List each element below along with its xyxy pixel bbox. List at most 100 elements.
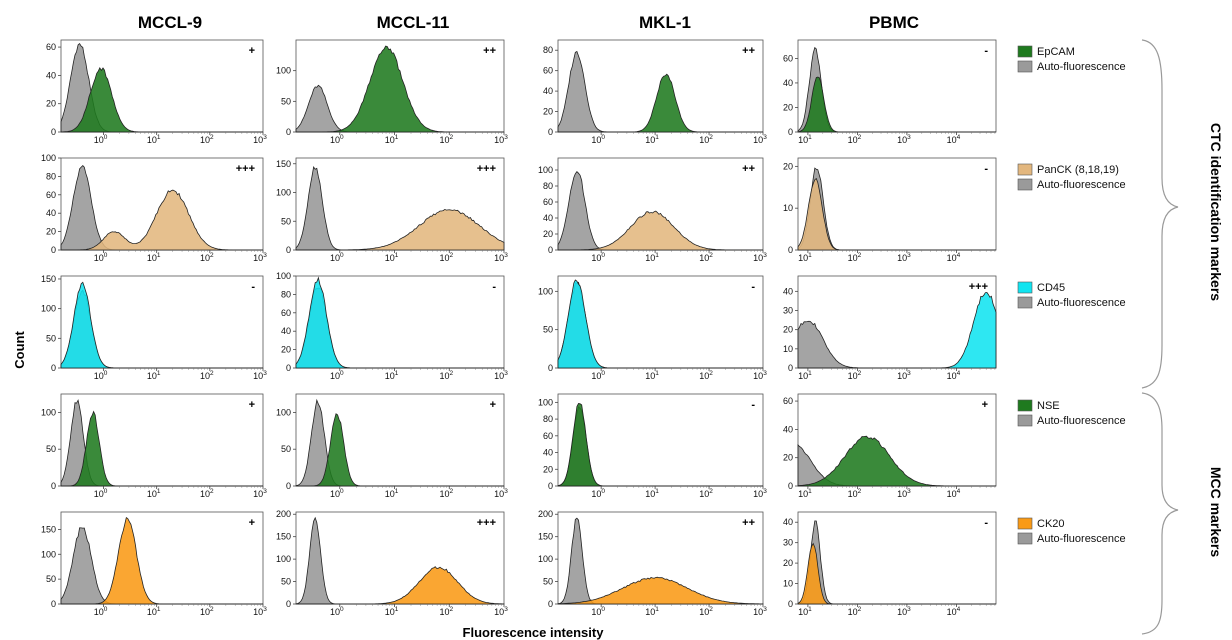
histogram-nse bbox=[797, 435, 996, 487]
histogram-epcam bbox=[60, 66, 263, 133]
histogram-panel-r2-c1: 0 20 40 60 80 100 100 101 102 103 - bbox=[276, 271, 508, 381]
histogram-panel-r4-c3: 0 10 20 30 40 101 102 103 104 - bbox=[783, 511, 997, 617]
intensity-score: - bbox=[984, 45, 988, 57]
legend-swatch-marker bbox=[1017, 163, 1033, 176]
x-tick-label: 101 bbox=[798, 488, 812, 499]
y-tick-label: 0 bbox=[548, 481, 553, 491]
histogram-ck20 bbox=[61, 516, 263, 605]
x-tick-label: 103 bbox=[494, 488, 508, 499]
x-tick-label: 101 bbox=[147, 606, 161, 617]
x-tick-label: 101 bbox=[385, 488, 399, 499]
histogram-epcam bbox=[558, 73, 763, 133]
legend-label-autofluorescence: Auto-fluorescence bbox=[1037, 533, 1126, 545]
legend-swatch-autofluorescence bbox=[1017, 414, 1033, 427]
x-tick-label: 101 bbox=[645, 134, 659, 145]
x-tick-label: 103 bbox=[494, 606, 508, 617]
x-tick-label: 102 bbox=[848, 252, 862, 263]
legend-swatch-marker bbox=[1017, 517, 1033, 530]
intensity-score: - bbox=[492, 281, 496, 293]
y-tick-label: 150 bbox=[276, 159, 291, 169]
y-tick-label: 50 bbox=[281, 216, 291, 226]
legend-label-marker: CD45 bbox=[1037, 282, 1065, 294]
x-tick-label: 100 bbox=[591, 134, 605, 145]
intensity-score: - bbox=[751, 281, 755, 293]
y-tick-label: 60 bbox=[543, 66, 553, 76]
histogram-panel-r2-c2: 0 50 100 100 101 102 103 - bbox=[538, 275, 767, 381]
x-tick-label: 102 bbox=[699, 252, 713, 263]
column-title-mkl-1: MKL-1 bbox=[639, 13, 691, 32]
intensity-score: + bbox=[249, 399, 255, 411]
histogram-panel-r3-c2: 0 20 40 60 80 100 100 101 102 103 - bbox=[538, 393, 767, 499]
y-tick-label: 100 bbox=[276, 554, 291, 564]
y-tick-label: 40 bbox=[783, 424, 793, 434]
y-tick-label: 20 bbox=[783, 325, 793, 335]
y-tick-label: 10 bbox=[783, 579, 793, 589]
x-tick-label: 102 bbox=[848, 370, 862, 381]
y-tick-label: 100 bbox=[276, 66, 291, 76]
x-tick-label: 102 bbox=[848, 488, 862, 499]
x-tick-label: 101 bbox=[147, 134, 161, 145]
intensity-score: +++ bbox=[477, 163, 496, 175]
intensity-score: +++ bbox=[969, 281, 988, 293]
histogram-cd45 bbox=[295, 276, 504, 369]
group-label-mcc-markers: MCC markers bbox=[1208, 467, 1224, 557]
x-tick-label: 101 bbox=[147, 252, 161, 263]
x-tick-label: 101 bbox=[645, 488, 659, 499]
x-tick-label: 103 bbox=[253, 252, 267, 263]
x-tick-label: 101 bbox=[798, 134, 812, 145]
x-tick-label: 102 bbox=[439, 488, 453, 499]
intensity-score: + bbox=[249, 517, 255, 529]
y-tick-label: 80 bbox=[543, 45, 553, 55]
y-tick-label: 50 bbox=[281, 577, 291, 587]
histogram-nse bbox=[557, 403, 763, 487]
x-tick-label: 103 bbox=[253, 134, 267, 145]
brace-mcc-markers bbox=[1141, 392, 1179, 635]
y-tick-label: 50 bbox=[281, 96, 291, 106]
histogram-panck bbox=[558, 210, 763, 251]
x-tick-label: 103 bbox=[494, 134, 508, 145]
histogram-epcam bbox=[296, 45, 504, 133]
histogram-panel-r4-c1: 0 50 100 150 200 100 101 102 103 +++ bbox=[276, 509, 508, 617]
x-tick-label: 101 bbox=[798, 370, 812, 381]
histogram-panel-r3-c0: 0 50 100 100 101 102 103 + bbox=[41, 393, 267, 499]
intensity-score: ++ bbox=[742, 517, 755, 529]
intensity-score: ++ bbox=[742, 163, 755, 175]
y-tick-label: 60 bbox=[281, 308, 291, 318]
intensity-score: ++ bbox=[742, 45, 755, 57]
x-tick-label: 101 bbox=[798, 606, 812, 617]
panel-frame bbox=[797, 157, 997, 251]
y-tick-label: 20 bbox=[543, 464, 553, 474]
x-tick-label: 101 bbox=[385, 252, 399, 263]
legend-label-autofluorescence: Auto-fluorescence bbox=[1037, 61, 1126, 73]
y-tick-label: 150 bbox=[41, 524, 56, 534]
histogram-panel-r1-c3: 0 10 20 101 102 103 104 - bbox=[783, 157, 997, 263]
column-title-pbmc: PBMC bbox=[869, 13, 919, 32]
x-tick-label: 100 bbox=[94, 252, 108, 263]
x-tick-label: 103 bbox=[897, 252, 911, 263]
histogram-epcam bbox=[797, 76, 996, 133]
y-tick-label: 100 bbox=[41, 304, 56, 314]
y-tick-label: 40 bbox=[281, 326, 291, 336]
y-tick-label: 0 bbox=[788, 245, 793, 255]
histogram-panel-r3-c3: 0 20 40 60 101 102 103 104 + bbox=[783, 393, 997, 499]
y-tick-label: 0 bbox=[548, 363, 553, 373]
intensity-score: - bbox=[984, 517, 988, 529]
y-tick-label: 50 bbox=[281, 444, 291, 454]
intensity-score: + bbox=[982, 399, 988, 411]
column-title-mccl-9: MCCL-9 bbox=[138, 13, 202, 32]
x-tick-label: 102 bbox=[699, 606, 713, 617]
histogram-panck bbox=[797, 177, 996, 251]
legend-swatch-marker bbox=[1017, 45, 1033, 58]
legend-cd45: CD45 Auto-fluorescence bbox=[1017, 281, 1126, 309]
y-tick-label: 60 bbox=[543, 197, 553, 207]
x-tick-label: 104 bbox=[947, 252, 961, 263]
intensity-score: +++ bbox=[236, 163, 255, 175]
x-tick-label: 104 bbox=[947, 488, 961, 499]
group-label-ctc-identification: CTC identification markers bbox=[1208, 123, 1224, 301]
y-tick-label: 20 bbox=[543, 107, 553, 117]
y-tick-label: 0 bbox=[548, 245, 553, 255]
y-tick-label: 100 bbox=[276, 271, 291, 281]
y-tick-label: 0 bbox=[51, 481, 56, 491]
y-tick-label: 40 bbox=[46, 208, 56, 218]
